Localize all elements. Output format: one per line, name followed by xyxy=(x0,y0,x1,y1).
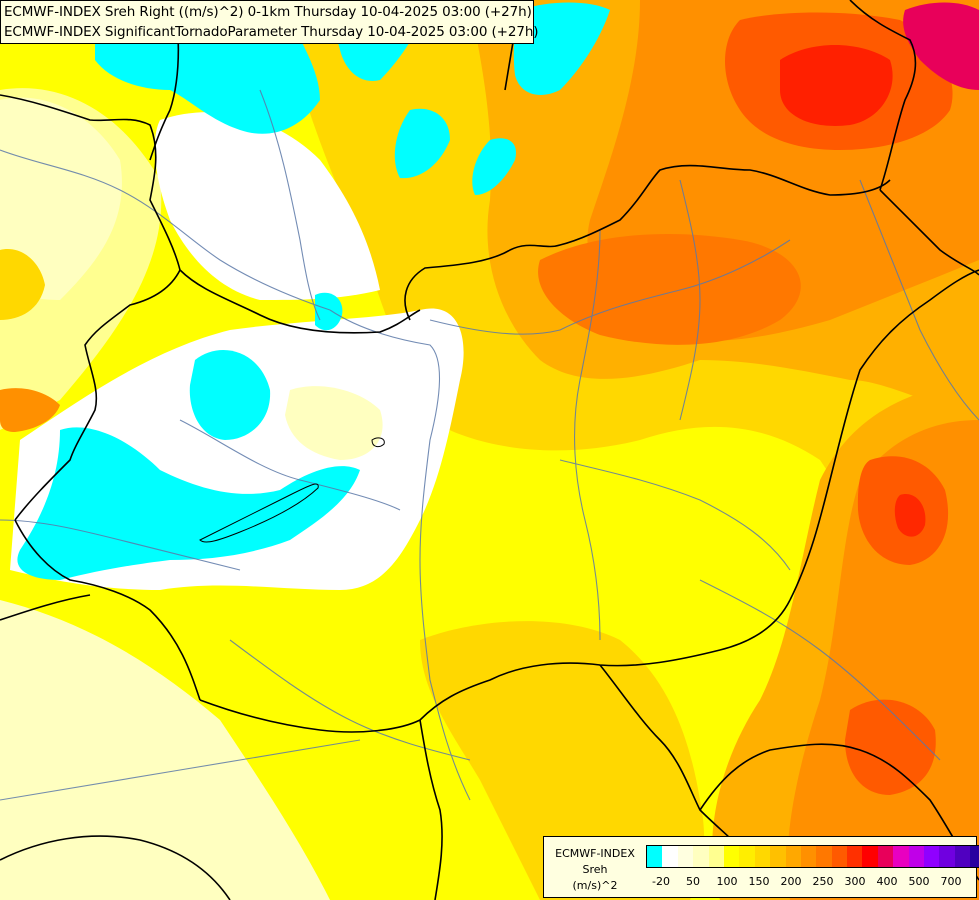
legend-variable: Sreh xyxy=(582,863,608,876)
legend-swatch xyxy=(739,846,755,867)
legend-swatch xyxy=(647,846,663,867)
sreh-pale-north-west xyxy=(0,97,122,300)
sreh-red-south-east xyxy=(845,699,936,795)
map-title-line-1: ECMWF-INDEX Sreh Right ((m/s)^2) 0-1km T… xyxy=(4,4,532,20)
legend-tick-label: 400 xyxy=(876,875,898,888)
legend-tick-label: 200 xyxy=(780,875,802,888)
legend-tick-label: 50 xyxy=(686,875,700,888)
legend-swatch xyxy=(754,846,771,867)
legend-swatch xyxy=(970,846,979,867)
legend-swatch xyxy=(831,846,848,867)
legend-swatch xyxy=(847,846,863,867)
legend-tick-label: 150 xyxy=(748,875,770,888)
lake-balaton xyxy=(199,483,319,543)
sreh-orange-west-edge xyxy=(0,388,60,432)
sreh-darkorange-centre xyxy=(538,234,801,345)
legend-swatch xyxy=(800,846,817,867)
sreh-gold-west xyxy=(0,249,45,320)
color-legend: ECMWF-INDEX Sreh (m/s)^2 -20 50 100 150 200 2… xyxy=(543,836,979,898)
map-title-line-2: ECMWF-INDEX SignificantTornadoParameter … xyxy=(4,24,539,40)
legend-swatch xyxy=(877,846,894,867)
legend-tick-label: -20 xyxy=(652,875,670,888)
legend-tick-label: 500 xyxy=(908,875,930,888)
sreh-cyan-circle xyxy=(189,350,271,440)
legend-swatch xyxy=(908,846,925,867)
legend-swatch xyxy=(677,846,694,867)
legend-tick-label: 250 xyxy=(812,875,834,888)
legend-swatch xyxy=(662,846,678,867)
rivers xyxy=(0,89,979,801)
legend-swatch xyxy=(693,846,709,867)
sreh-cyan-north-5 xyxy=(472,138,516,195)
legend-swatch xyxy=(924,846,940,867)
map-title-box: ECMWF-INDEX Sreh Right ((m/s)^2) 0-1km T… xyxy=(0,0,539,44)
legend-swatch xyxy=(816,846,832,867)
sreh-cyan-north-3 xyxy=(513,2,610,95)
sreh-cyan-small xyxy=(315,292,343,331)
sreh-gold-south xyxy=(420,621,705,900)
legend-unit: (m/s)^2 xyxy=(572,879,618,892)
legend-swatch xyxy=(770,846,786,867)
sreh-cyan-north-4 xyxy=(394,108,450,179)
legend-swatch xyxy=(723,846,740,867)
legend-swatch xyxy=(893,846,909,867)
sreh-red-core-north-east xyxy=(780,45,893,126)
lake-small xyxy=(371,437,385,448)
legend-tick-label: 300 xyxy=(844,875,866,888)
sreh-white-north xyxy=(154,112,380,300)
legend-swatch xyxy=(939,846,955,867)
legend-tick-label: 100 xyxy=(716,875,738,888)
sreh-pale-centre xyxy=(285,386,383,460)
sreh-cyan-west-band xyxy=(17,427,360,580)
legend-swatches xyxy=(646,845,979,868)
legend-swatch xyxy=(785,846,801,867)
legend-swatch xyxy=(862,846,878,867)
legend-swatch xyxy=(954,846,971,867)
legend-tick-label: 700 xyxy=(940,875,962,888)
sreh-crimson-north-east xyxy=(903,2,979,90)
sreh-pale-south-west xyxy=(0,600,330,900)
legend-swatch xyxy=(708,846,724,867)
legend-title: ECMWF-INDEX xyxy=(555,847,635,860)
sreh-redcore-east xyxy=(894,494,926,537)
